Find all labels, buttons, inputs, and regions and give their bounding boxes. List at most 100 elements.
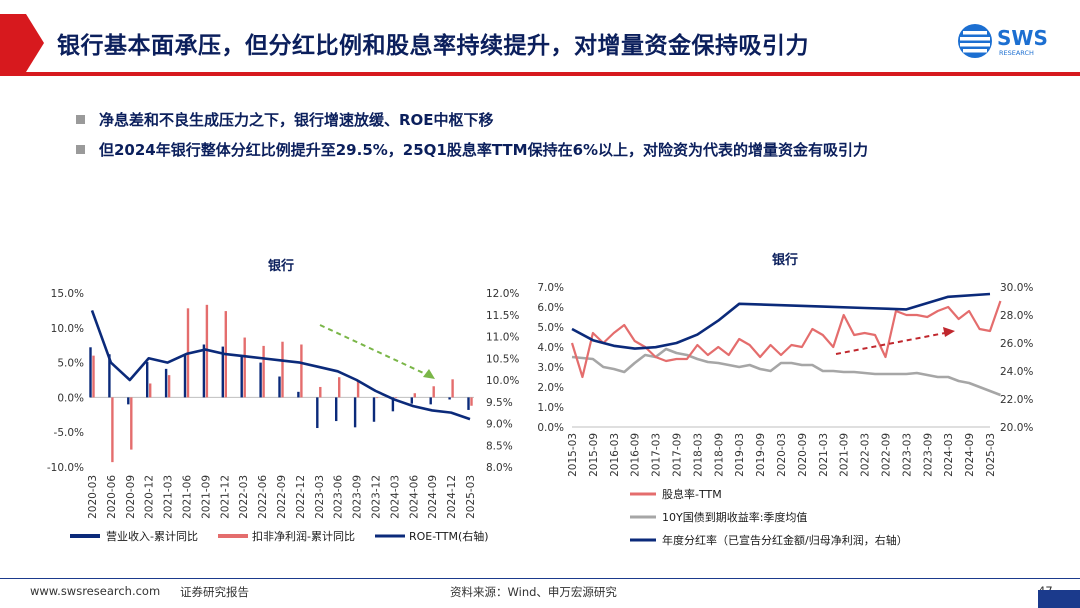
y2-tick-label: 11.5%	[486, 310, 519, 322]
x-tick-label: 2015-09	[588, 433, 600, 477]
bullet-list: 净息差和不良生成压力之下，银行增速放缓、ROE中枢下移 但2024年银行整体分红…	[76, 104, 868, 164]
bar-netprofit-yoy	[300, 344, 303, 398]
logo-subtext: RESEARCH	[999, 49, 1034, 57]
bullet-text: 净息差和不良生成压力之下，银行增速放缓、ROE中枢下移	[99, 110, 494, 129]
y-tick-label: 1.0%	[537, 402, 564, 414]
y-tick-label: 0.0%	[537, 422, 564, 434]
y2-tick-label: 9.5%	[486, 397, 513, 409]
bullet-item: 但2024年银行整体分红比例提升至29.5%，25Q1股息率TTM保持在6%以上…	[76, 134, 868, 164]
arrowhead-red-icon	[943, 327, 955, 337]
footer-source: 资料来源：Wind、申万宏源研究	[450, 585, 617, 599]
trend-arrow-red	[835, 332, 946, 355]
y-tick-label: 6.0%	[537, 302, 564, 314]
x-tick-label: 2021-03	[818, 433, 830, 477]
footer-website[interactable]: www.swsresearch.com	[30, 584, 161, 598]
arrowhead-green-icon	[423, 369, 435, 379]
x-tick-label: 2023-09	[922, 433, 934, 477]
square-bullet-icon	[76, 114, 85, 124]
footer-accent-bar	[1038, 590, 1080, 608]
bar-netprofit-yoy	[111, 397, 114, 463]
bar-revenue-yoy	[335, 397, 338, 422]
legend-label: 营业收入-累计同比	[106, 529, 198, 543]
bar-revenue-yoy	[127, 397, 130, 405]
bar-netprofit-yoy	[451, 379, 454, 398]
footer-label: 证券研究报告	[180, 585, 249, 599]
x-tick-label: 2015-03	[567, 433, 579, 477]
bar-netprofit-yoy	[338, 377, 341, 398]
x-tick-label: 2020-06	[106, 475, 118, 519]
y2-tick-label: 20.0%	[1000, 422, 1033, 434]
line-payout-ratio	[571, 292, 991, 350]
bar-netprofit-yoy	[92, 355, 95, 398]
square-bullet-icon	[76, 144, 85, 154]
x-tick-label: 2024-09	[964, 433, 976, 477]
x-tick-label: 2019-09	[755, 433, 767, 477]
y-tick-label: 15.0%	[51, 288, 84, 300]
x-tick-label: 2020-09	[125, 475, 137, 519]
x-tick-label: 2022-12	[295, 475, 307, 519]
chart-title: 银行	[772, 252, 798, 268]
y2-tick-label: 10.5%	[486, 353, 519, 365]
y2-tick-label: 8.0%	[486, 462, 513, 474]
bar-revenue-yoy	[278, 376, 281, 398]
legend-label: 年度分红率（已宣告分红金额/归母净利润，右轴）	[662, 533, 908, 547]
x-tick-label: 2025-03	[985, 433, 997, 477]
bar-revenue-yoy	[221, 346, 224, 398]
legend-label: 股息率-TTM	[662, 487, 722, 501]
bar-netprofit-yoy	[243, 337, 246, 398]
x-tick-label: 2018-03	[692, 433, 704, 477]
bar-netprofit-yoy	[470, 397, 473, 406]
y2-tick-label: 28.0%	[1000, 310, 1033, 322]
x-tick-label: 2022-03	[238, 475, 250, 519]
x-tick-label: 2023-03	[901, 433, 913, 477]
y2-tick-label: 11.0%	[486, 332, 519, 344]
bullet-text: 但2024年银行整体分红比例提升至29.5%，25Q1股息率TTM保持在6%以上…	[99, 140, 869, 159]
x-tick-label: 2024-03	[943, 433, 955, 477]
x-tick-label: 2017-03	[651, 433, 663, 477]
bullet-item: 净息差和不良生成压力之下，银行增速放缓、ROE中枢下移	[76, 104, 868, 134]
x-tick-label: 2018-09	[713, 433, 725, 477]
bar-netprofit-yoy	[281, 341, 284, 398]
x-tick-label: 2023-03	[314, 475, 326, 519]
bar-revenue-yoy	[202, 344, 206, 398]
legend-label: 10Y国债到期收益率:季度均值	[662, 510, 807, 524]
bar-revenue-yoy	[297, 391, 300, 398]
bar-netprofit-yoy	[432, 386, 435, 398]
page-title: 银行基本面承压，但分红比例和股息率持续提升，对增量资金保持吸引力	[57, 33, 809, 59]
x-tick-label: 2021-06	[182, 475, 194, 519]
bar-revenue-yoy	[240, 355, 243, 398]
bar-revenue-yoy	[108, 354, 111, 398]
legend-swatch-netprofit	[218, 534, 248, 538]
bar-revenue-yoy	[467, 397, 470, 410]
chart-title: 银行	[268, 258, 294, 274]
y-tick-label: 0.0%	[57, 392, 84, 404]
bar-revenue-yoy	[89, 347, 92, 398]
y-tick-label: 7.0%	[537, 282, 564, 294]
title-bar	[0, 14, 935, 72]
bar-netprofit-yoy	[167, 375, 171, 398]
y2-tick-label: 22.0%	[1000, 394, 1033, 406]
y2-tick-label: 12.0%	[486, 288, 519, 300]
y2-tick-label: 9.0%	[486, 419, 513, 431]
footer-divider	[0, 578, 1080, 579]
line-roe-ttm	[90, 309, 471, 421]
bar-revenue-yoy	[372, 397, 376, 422]
x-tick-label: 2022-06	[257, 475, 269, 519]
x-tick-label: 2020-03	[776, 433, 788, 477]
y2-tick-label: 10.0%	[486, 375, 519, 387]
y-tick-label: 10.0%	[51, 323, 84, 335]
bar-revenue-yoy	[146, 361, 149, 398]
x-tick-label: 2020-03	[87, 475, 99, 519]
y2-tick-label: 30.0%	[1000, 282, 1033, 294]
sws-logo-icon	[958, 24, 992, 58]
x-tick-label: 2021-09	[839, 433, 851, 477]
x-tick-label: 2021-12	[219, 475, 231, 519]
bar-netprofit-yoy	[319, 386, 322, 398]
x-tick-label: 2022-03	[860, 433, 872, 477]
bar-netprofit-yoy	[413, 393, 416, 398]
y2-tick-label: 26.0%	[1000, 338, 1033, 350]
bar-revenue-yoy	[316, 397, 319, 429]
y2-tick-label: 8.5%	[486, 440, 513, 452]
bar-netprofit-yoy	[356, 380, 360, 398]
header-divider	[0, 72, 1080, 76]
